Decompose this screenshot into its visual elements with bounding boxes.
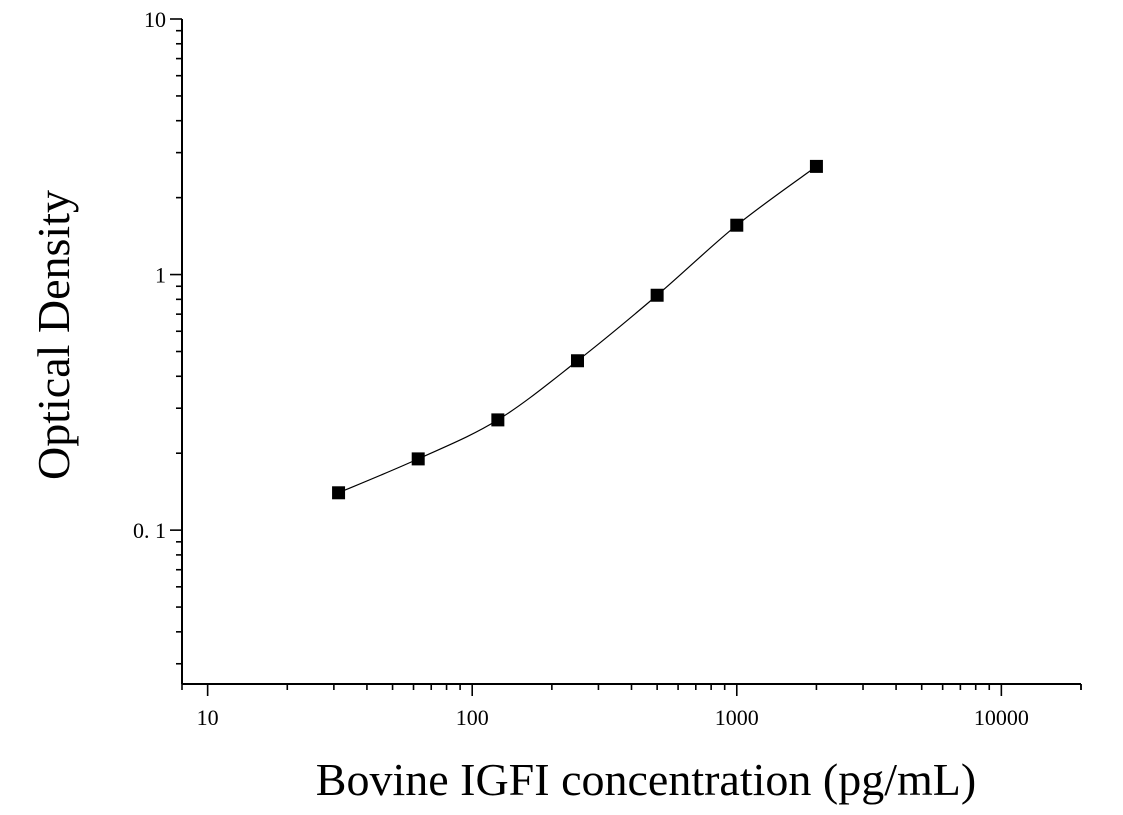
y-axis-title: Optical Density	[28, 190, 79, 480]
data-point	[411, 452, 425, 466]
y-tick-label: 0. 1	[133, 518, 166, 543]
x-tick-label: 10000	[974, 705, 1029, 730]
y-tick-label: 10	[144, 7, 166, 32]
axis-ticks	[170, 18, 1082, 696]
data-point	[332, 486, 346, 500]
fit-curve	[338, 165, 817, 494]
x-tick-label: 100	[456, 705, 489, 730]
data-point	[730, 218, 744, 232]
data-point	[650, 288, 664, 302]
x-axis-title: Bovine IGFI concentration (pg/mL)	[316, 754, 976, 805]
data-point	[491, 413, 505, 427]
x-tick-label: 1000	[715, 705, 759, 730]
data-point	[809, 159, 823, 173]
data-markers	[332, 159, 823, 500]
y-tick-label: 1	[155, 263, 166, 288]
data-point	[570, 354, 584, 368]
tick-labels: 10 100 1000 10000 0. 1 1 10	[133, 7, 1029, 730]
x-tick-label: 10	[197, 705, 219, 730]
